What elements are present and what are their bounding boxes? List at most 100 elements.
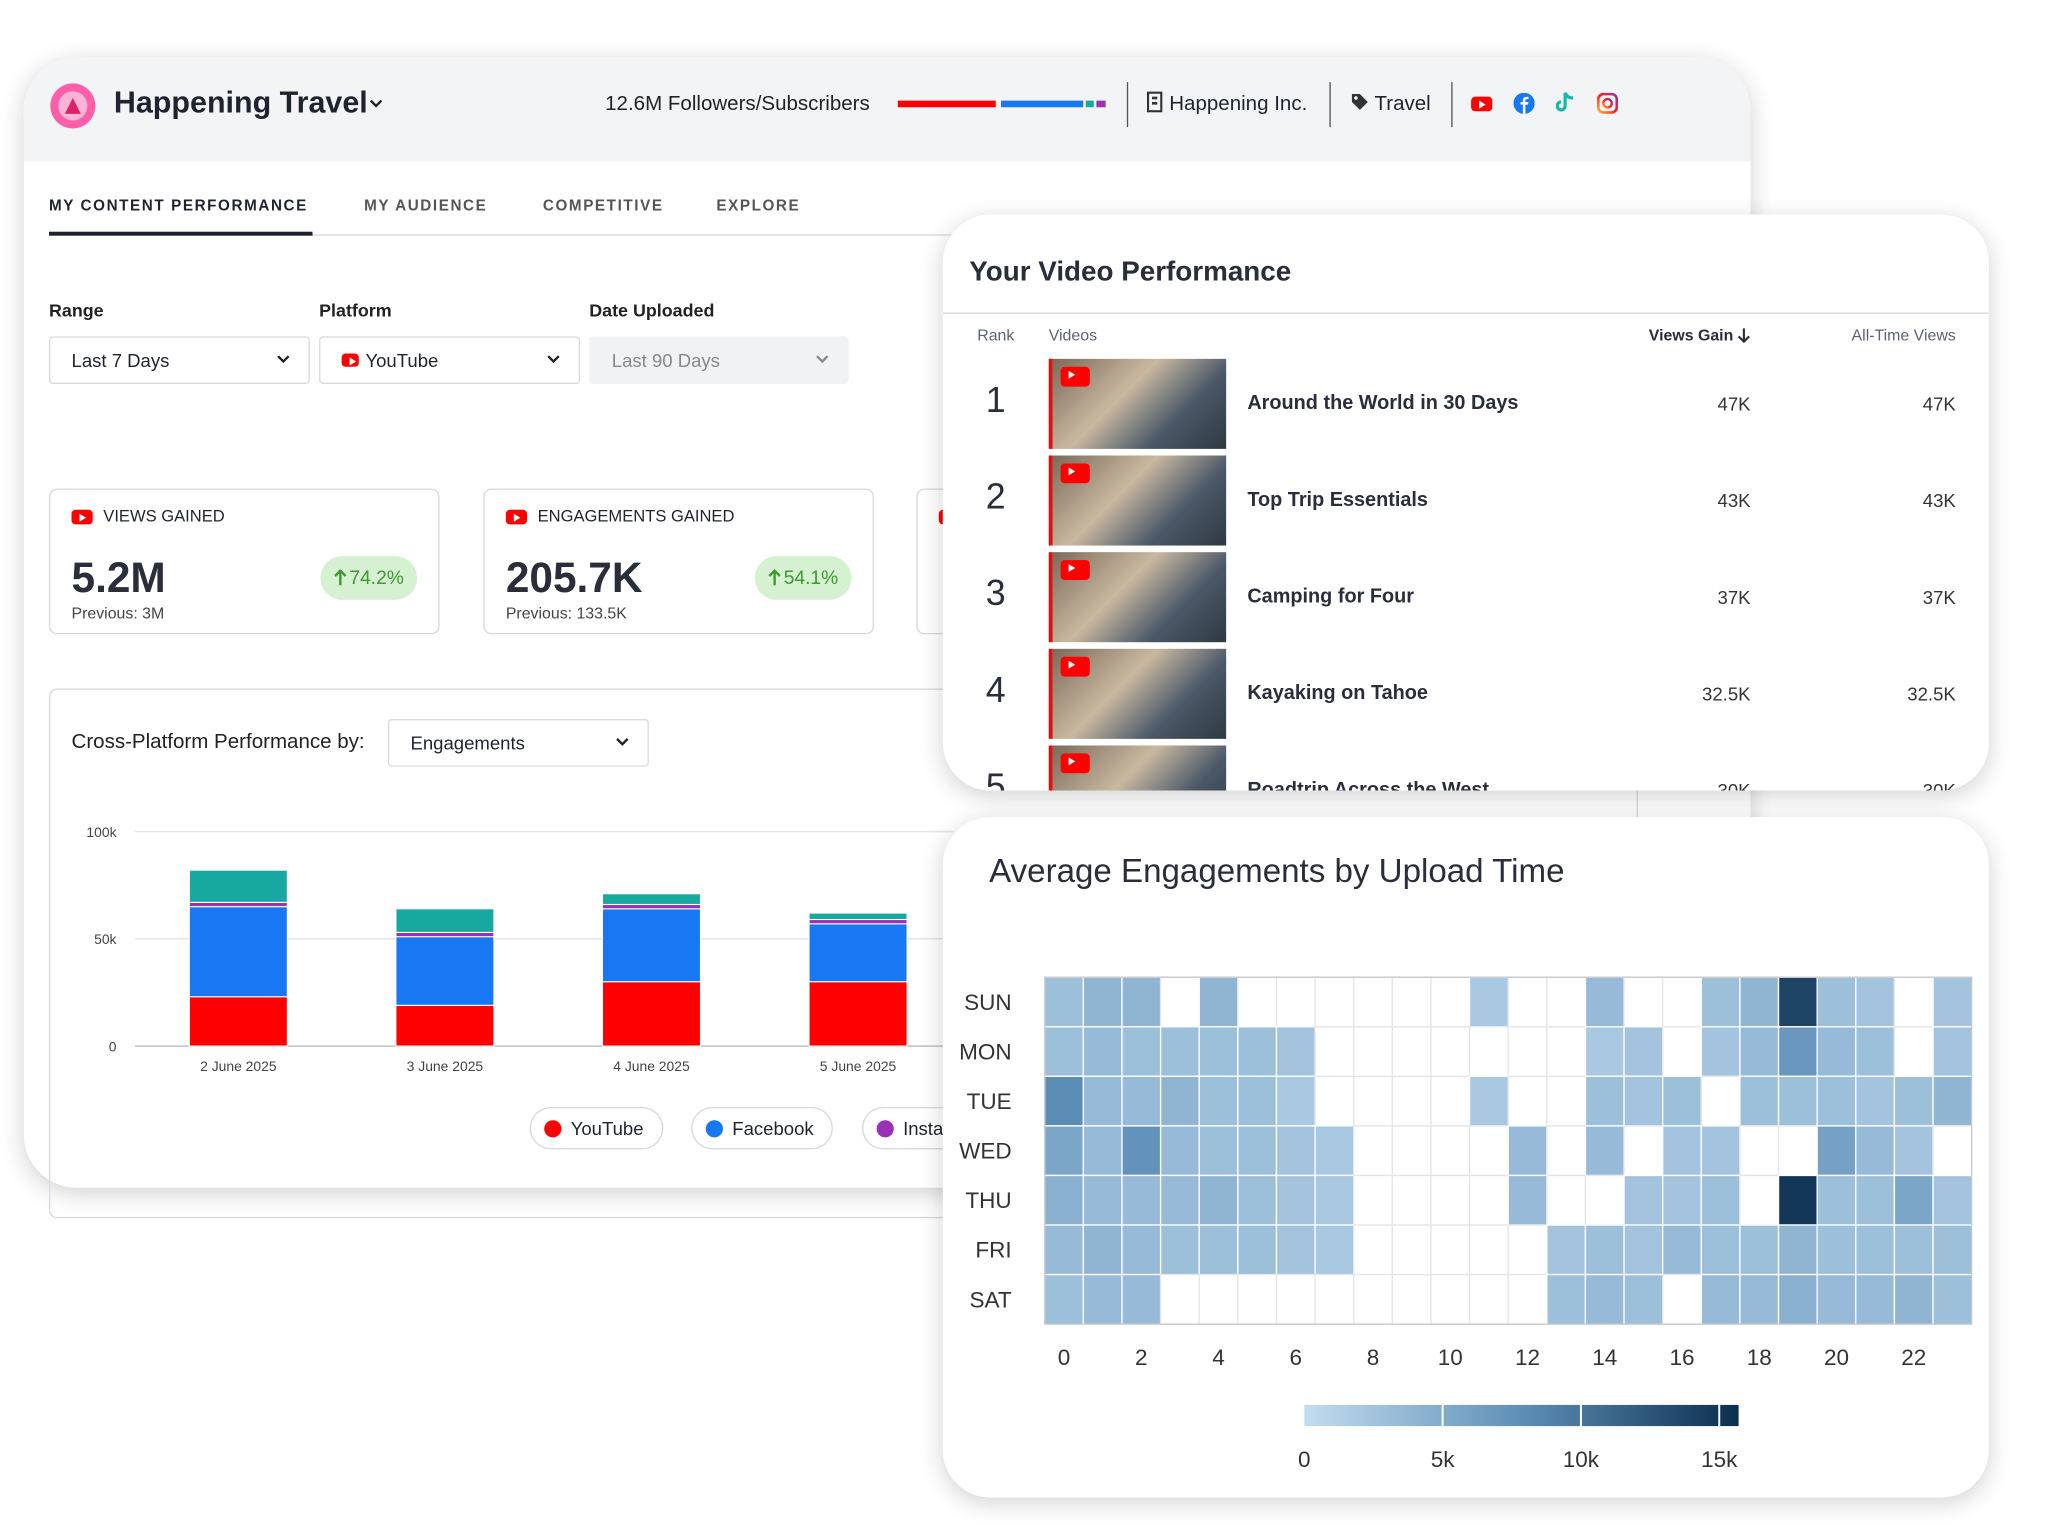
video-title: Roadtrip Across the West: [1247, 778, 1490, 791]
instagram-icon[interactable]: [1596, 92, 1619, 114]
legend-swatch: [544, 1119, 562, 1137]
tiktok-icon[interactable]: [1555, 91, 1575, 114]
y-tick-label: 50k: [94, 931, 116, 947]
tab[interactable]: MY CONTENT PERFORMANCE: [48, 198, 308, 215]
heatmap-cell: [1855, 1174, 1896, 1226]
heatmap-cell: [1237, 1174, 1278, 1226]
heatmap-cell: [1777, 1174, 1818, 1226]
heatmap-cell: [1700, 1125, 1741, 1177]
youtube-icon: [1060, 366, 1090, 387]
brand-chevron[interactable]: [369, 99, 383, 110]
youtube-icon: [71, 509, 93, 525]
platform-dropdown[interactable]: YouTube: [319, 336, 580, 385]
heatmap-cell: [1198, 1125, 1239, 1177]
header-band: [23, 56, 1751, 162]
colorbar: [1304, 1404, 1739, 1427]
date-dropdown[interactable]: Last 90 Days: [589, 336, 849, 385]
views-gain: 43K: [1717, 489, 1751, 512]
heatmap-cell: [1198, 1075, 1239, 1127]
tab[interactable]: MY AUDIENCE: [364, 198, 488, 215]
tab[interactable]: COMPETITIVE: [542, 198, 664, 215]
heatmap-cell: [1275, 1174, 1316, 1226]
panel-title: Your Video Performance: [969, 256, 1292, 288]
heatmap-cell: [1353, 1125, 1393, 1177]
all-time-views: 30K: [1923, 780, 1956, 791]
heatmap-cell: [1314, 1273, 1355, 1325]
colorbar-label: 10k: [1563, 1447, 1600, 1472]
heatmap-cell: [1932, 1224, 1973, 1276]
kpi-change-text: 74.2%: [349, 567, 404, 589]
facebook-icon[interactable]: [1513, 92, 1535, 114]
heatmap-cell: [1623, 1075, 1664, 1127]
heatmap-cell: [1893, 1075, 1934, 1127]
kpi-value: 205.7K: [505, 553, 643, 602]
heatmap-cell: [1546, 976, 1587, 1028]
heatmap-cell: [1044, 1224, 1085, 1276]
heatmap-cell: [1275, 1075, 1316, 1127]
y-tick-label: 100k: [86, 824, 116, 840]
heatmap-cell: [1237, 976, 1278, 1028]
x-tick-label: 14: [1592, 1345, 1617, 1370]
heatmap-cell: [1391, 1026, 1432, 1077]
tab[interactable]: EXPLORE: [716, 198, 801, 215]
heatmap-cell: [1855, 1125, 1896, 1177]
heatmap-cell: [1662, 1075, 1702, 1127]
x-tick-label: 12: [1515, 1345, 1540, 1370]
heatmap-cell: [1314, 1125, 1355, 1177]
heatmap-cell: [1507, 1026, 1548, 1077]
youtube-icon[interactable]: [1471, 96, 1493, 112]
heatmap-cell: [1391, 1075, 1432, 1127]
y-tick-label: FRI: [975, 1238, 1011, 1263]
heatmap-cell: [1700, 1273, 1741, 1325]
heatmap-cell: [1507, 1224, 1548, 1276]
heatmap-cell: [1159, 1174, 1200, 1226]
up-arrow: [333, 569, 347, 586]
tab-underline: [48, 231, 313, 236]
heatmap-cell: [1546, 1273, 1587, 1325]
views-gain: 47K: [1717, 393, 1751, 415]
legend-swatch: [705, 1119, 723, 1137]
heatmap-cell: [1739, 1026, 1780, 1077]
video-title: Top Trip Essentials: [1247, 488, 1428, 512]
heatmap-cell: [1546, 1075, 1587, 1127]
heatmap-cell: [1468, 1224, 1509, 1276]
kpi-card: VIEWS GAINED 5.2M Previous: 3M 74.2%: [48, 488, 440, 635]
heatmap-cell: [1739, 1174, 1780, 1226]
heatmap-cell: [1237, 1273, 1278, 1325]
heatmap-cell: [1777, 1224, 1818, 1276]
heatmap-cell: [1044, 1026, 1085, 1077]
range-dropdown[interactable]: Last 7 Days: [48, 336, 310, 385]
all-time-views: 32.5K: [1907, 683, 1956, 705]
heatmap-cell: [1082, 1174, 1123, 1226]
column-header[interactable]: Views Gain: [1648, 325, 1734, 345]
heatmap-border: [1044, 976, 1973, 1325]
heatmap-cell: [1275, 976, 1316, 1028]
heatmap-cell: [1662, 1273, 1702, 1325]
heatmap-cell: [1430, 1125, 1471, 1177]
cross-platform-label: Cross-Platform Performance by:: [71, 730, 365, 754]
heatmap-cell: [1739, 1273, 1780, 1325]
all-time-views: 47K: [1922, 393, 1956, 415]
legend-item[interactable]: YouTube: [529, 1106, 664, 1150]
heatmap-cell: [1159, 1125, 1200, 1177]
heatmap-cell: [1237, 1026, 1278, 1077]
heatmap-cell: [1816, 976, 1857, 1028]
views-gain: 37K: [1717, 586, 1751, 608]
heatmap-cell: [1314, 976, 1355, 1028]
table-row: 2 Top Trip Essentials 43K 43K: [943, 455, 1989, 546]
heatmap-cell: [1546, 1026, 1587, 1077]
rank: 1: [985, 380, 1006, 420]
brand-title[interactable]: Happening Travel: [113, 84, 368, 120]
heatmap-cell: [1121, 1026, 1162, 1077]
heatmap-cell: [1159, 1026, 1200, 1077]
video-panel: Your Video Performance Rank Videos Views…: [942, 214, 1989, 791]
x-tick-label: 3 June 2025: [407, 1058, 484, 1074]
heatmap-cell: [1507, 1273, 1548, 1325]
heatmap-cell: [1623, 1026, 1664, 1077]
metric-dropdown[interactable]: Engagements: [387, 719, 649, 767]
thumbnail: [1048, 648, 1227, 739]
legend-item[interactable]: Facebook: [691, 1106, 834, 1150]
heatmap-cell: [1468, 1273, 1509, 1325]
heatmap-cell: [1816, 1026, 1857, 1077]
